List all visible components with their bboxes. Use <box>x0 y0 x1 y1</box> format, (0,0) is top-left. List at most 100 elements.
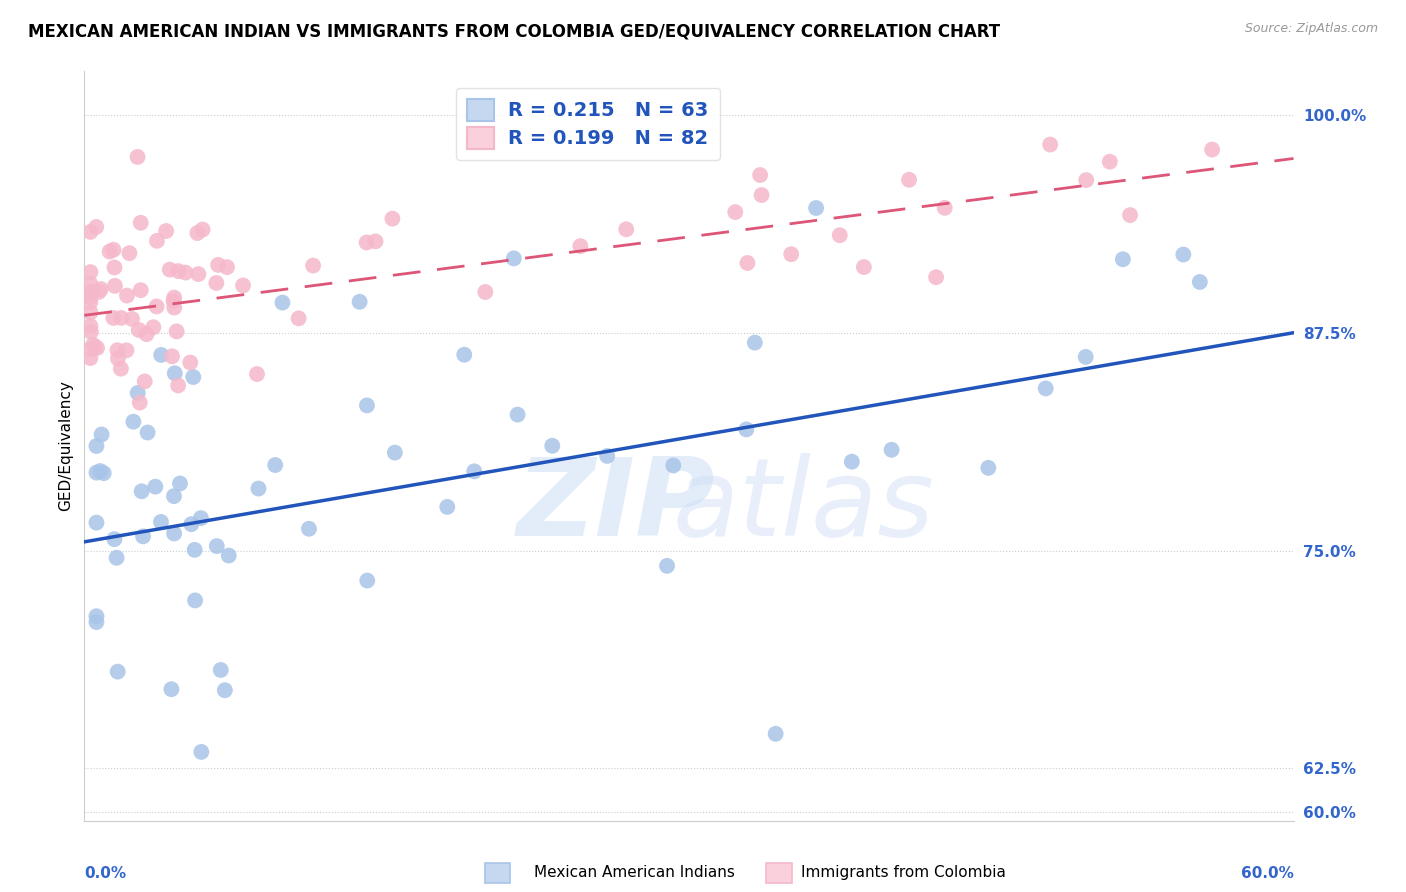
Text: ZIP: ZIP <box>517 453 716 559</box>
Point <box>662 458 685 473</box>
Point <box>79 285 101 300</box>
Y-axis label: GED/Equivalency: GED/Equivalency <box>58 381 73 511</box>
Point <box>436 500 458 514</box>
Point <box>780 247 803 261</box>
Point <box>232 278 254 293</box>
Point <box>453 348 475 362</box>
Point <box>86 341 108 355</box>
Point <box>79 351 101 365</box>
Point <box>103 260 125 275</box>
Point <box>207 258 229 272</box>
Point <box>79 290 101 304</box>
Point <box>105 550 128 565</box>
Point <box>128 395 150 409</box>
Point <box>163 301 186 315</box>
Point <box>1074 350 1097 364</box>
Point <box>134 375 156 389</box>
Point <box>180 517 202 532</box>
Point <box>506 408 529 422</box>
Point <box>384 445 406 459</box>
Point <box>349 294 371 309</box>
Point <box>356 398 378 412</box>
Point <box>103 243 125 257</box>
Point <box>751 188 773 202</box>
Point <box>167 264 190 278</box>
Point <box>136 425 159 440</box>
Point <box>614 222 637 236</box>
Point <box>115 343 138 358</box>
Point <box>190 745 212 759</box>
Point <box>146 234 169 248</box>
Point <box>150 348 173 362</box>
Text: Mexican American Indians: Mexican American Indians <box>534 865 735 880</box>
Point <box>86 439 108 453</box>
Text: 0.0%: 0.0% <box>84 865 127 880</box>
Point <box>828 228 851 243</box>
Point <box>159 262 181 277</box>
Point <box>898 173 921 187</box>
Point <box>190 511 212 525</box>
Point <box>80 325 103 339</box>
Point <box>852 260 875 274</box>
Point <box>79 305 101 319</box>
Point <box>356 574 378 588</box>
Point <box>135 327 157 342</box>
Point <box>90 282 112 296</box>
Point <box>79 225 101 239</box>
Point <box>128 323 150 337</box>
Point <box>1119 208 1142 222</box>
Point <box>381 211 404 226</box>
Point <box>218 549 240 563</box>
Point <box>79 277 101 291</box>
Point <box>86 609 108 624</box>
Point <box>163 366 186 380</box>
Point <box>93 466 115 480</box>
Point <box>169 476 191 491</box>
Point <box>215 260 238 274</box>
Point <box>191 222 214 236</box>
Point <box>184 593 207 607</box>
Point <box>287 311 309 326</box>
Point <box>1039 137 1062 152</box>
Point <box>186 226 208 240</box>
Point <box>79 343 101 357</box>
Point <box>129 216 152 230</box>
Point <box>474 285 496 299</box>
Point <box>103 532 125 546</box>
Point <box>1035 381 1057 395</box>
Point <box>143 480 166 494</box>
Point <box>179 355 201 369</box>
Point <box>934 201 956 215</box>
Point <box>1076 173 1098 187</box>
Point <box>302 259 325 273</box>
Point <box>463 464 485 478</box>
Point <box>209 663 232 677</box>
Point <box>79 265 101 279</box>
Point <box>84 340 107 354</box>
Point <box>162 294 184 309</box>
Point <box>737 256 759 270</box>
Point <box>765 727 787 741</box>
Point <box>364 235 387 249</box>
Point <box>103 310 125 325</box>
Point <box>115 288 138 302</box>
Point <box>89 464 111 478</box>
Point <box>79 295 101 310</box>
Point <box>214 683 236 698</box>
Point <box>804 201 827 215</box>
Point <box>247 482 270 496</box>
Point <box>205 539 228 553</box>
Point <box>880 442 903 457</box>
Point <box>1173 247 1195 261</box>
Legend: R = 0.215   N = 63, R = 0.199   N = 82: R = 0.215 N = 63, R = 0.199 N = 82 <box>456 88 720 160</box>
Point <box>735 422 758 436</box>
Point <box>205 276 228 290</box>
Point <box>271 295 294 310</box>
Point <box>569 239 592 253</box>
Point <box>98 244 121 259</box>
Point <box>1201 143 1223 157</box>
Point <box>744 335 766 350</box>
Point <box>596 449 619 463</box>
Point <box>166 325 188 339</box>
Point <box>1112 252 1135 267</box>
